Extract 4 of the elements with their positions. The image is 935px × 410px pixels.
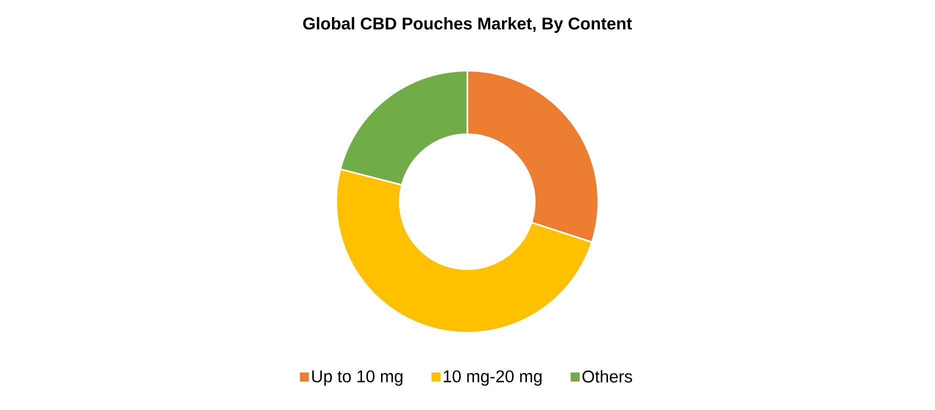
chart-title: Global CBD Pouches Market, By Content bbox=[303, 17, 632, 33]
legend-label: Others bbox=[582, 370, 632, 383]
legend-label: Up to 10 mg bbox=[312, 370, 402, 386]
legend-label: 10 mg-20 mg bbox=[444, 370, 542, 386]
